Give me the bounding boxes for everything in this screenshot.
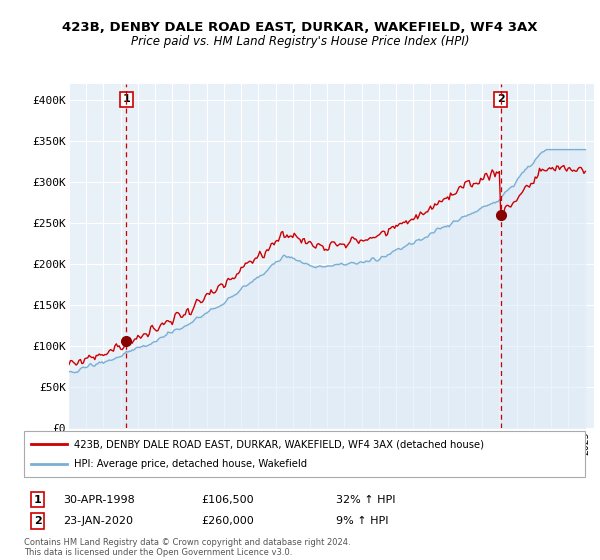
Text: 1: 1: [122, 95, 130, 105]
Text: Price paid vs. HM Land Registry's House Price Index (HPI): Price paid vs. HM Land Registry's House …: [131, 35, 469, 48]
Text: 30-APR-1998: 30-APR-1998: [63, 494, 135, 505]
Text: 423B, DENBY DALE ROAD EAST, DURKAR, WAKEFIELD, WF4 3AX: 423B, DENBY DALE ROAD EAST, DURKAR, WAKE…: [62, 21, 538, 34]
Text: 23-JAN-2020: 23-JAN-2020: [63, 516, 133, 526]
Text: HPI: Average price, detached house, Wakefield: HPI: Average price, detached house, Wake…: [74, 459, 308, 469]
Text: 32% ↑ HPI: 32% ↑ HPI: [336, 494, 395, 505]
Text: 1: 1: [34, 494, 41, 505]
Text: 2: 2: [497, 95, 505, 105]
Text: 2: 2: [34, 516, 41, 526]
Text: 9% ↑ HPI: 9% ↑ HPI: [336, 516, 389, 526]
Text: 423B, DENBY DALE ROAD EAST, DURKAR, WAKEFIELD, WF4 3AX (detached house): 423B, DENBY DALE ROAD EAST, DURKAR, WAKE…: [74, 439, 484, 449]
Text: £260,000: £260,000: [201, 516, 254, 526]
Text: £106,500: £106,500: [201, 494, 254, 505]
Text: Contains HM Land Registry data © Crown copyright and database right 2024.
This d: Contains HM Land Registry data © Crown c…: [24, 538, 350, 557]
